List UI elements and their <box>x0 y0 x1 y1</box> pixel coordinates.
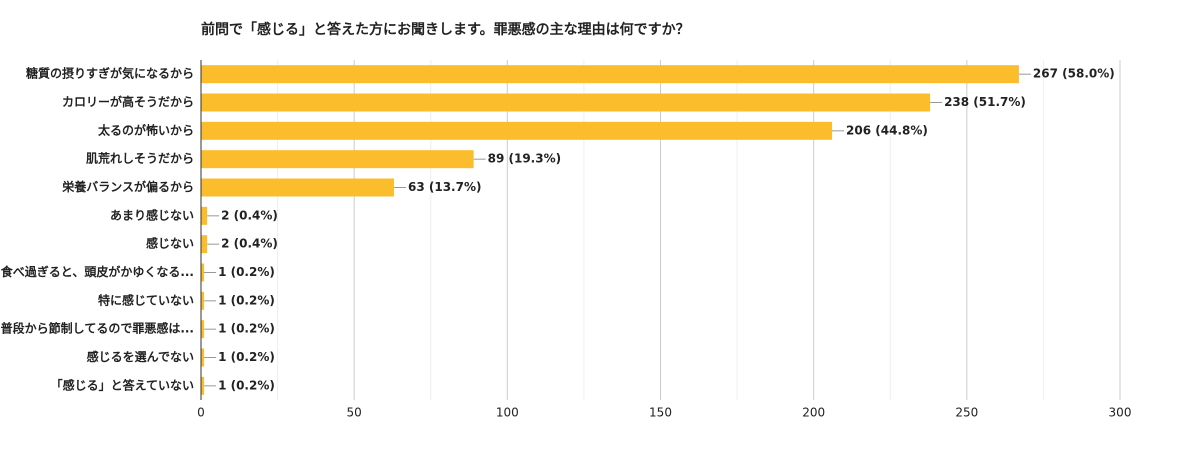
value-label: 267 (58.0%) <box>1033 67 1115 81</box>
y-tick-label: 栄養バランスが偏るから <box>61 179 194 194</box>
value-label: 1 (0.2%) <box>218 293 275 307</box>
chart-title: 前問で「感じる」と答えた方にお聞きします。罪悪感の主な理由は何ですか？ <box>201 21 690 38</box>
y-tick-label: あまり感じない <box>110 207 194 222</box>
y-tick-label: 糖質の摂りすぎが気になるから <box>26 66 194 81</box>
value-label: 2 (0.4%) <box>221 237 278 251</box>
y-tick-label: 感じるを選んでない <box>87 349 194 364</box>
x-tick-label: 100 <box>496 406 519 420</box>
value-label: 2 (0.4%) <box>221 208 278 222</box>
bar <box>201 121 833 140</box>
bar <box>201 320 205 339</box>
x-tick-label: 300 <box>1109 406 1132 420</box>
value-label: 206 (44.8%) <box>846 123 928 137</box>
bar <box>201 291 205 310</box>
x-tick-label: 200 <box>802 406 825 420</box>
bar <box>201 150 474 169</box>
y-tick-label: 普段から節制してるので罪悪感は... <box>1 321 194 336</box>
bar <box>201 235 208 254</box>
bar <box>201 376 205 395</box>
value-label: 1 (0.2%) <box>218 322 275 336</box>
y-tick-label: カロリーが高そうだから <box>62 94 194 109</box>
x-tick-label: 0 <box>197 406 205 420</box>
value-label: 63 (13.7%) <box>408 180 481 194</box>
value-label: 1 (0.2%) <box>218 265 275 279</box>
y-tick-label: 肌荒れしそうだから <box>85 151 194 166</box>
value-label: 89 (19.3%) <box>488 152 561 166</box>
bar <box>201 348 205 367</box>
bar <box>201 263 205 282</box>
x-tick-label: 250 <box>955 406 978 420</box>
bar <box>201 206 208 225</box>
bar <box>201 65 1019 84</box>
y-tick-label: 特に感じていない <box>98 292 194 307</box>
y-tick-label: 食べ過ぎると、頭皮がかゆくなる... <box>0 264 194 279</box>
x-tick-label: 150 <box>649 406 672 420</box>
value-label: 1 (0.2%) <box>218 378 275 392</box>
value-label: 238 (51.7%) <box>944 95 1026 109</box>
y-tick-label: 「感じる」と答えていない <box>51 377 194 392</box>
bar <box>201 178 394 197</box>
x-tick-label: 50 <box>347 406 362 420</box>
y-tick-label: 感じない <box>146 236 194 251</box>
y-tick-label: 太るのが怖いから <box>98 122 194 137</box>
bar <box>201 93 931 112</box>
value-label: 1 (0.2%) <box>218 350 275 364</box>
